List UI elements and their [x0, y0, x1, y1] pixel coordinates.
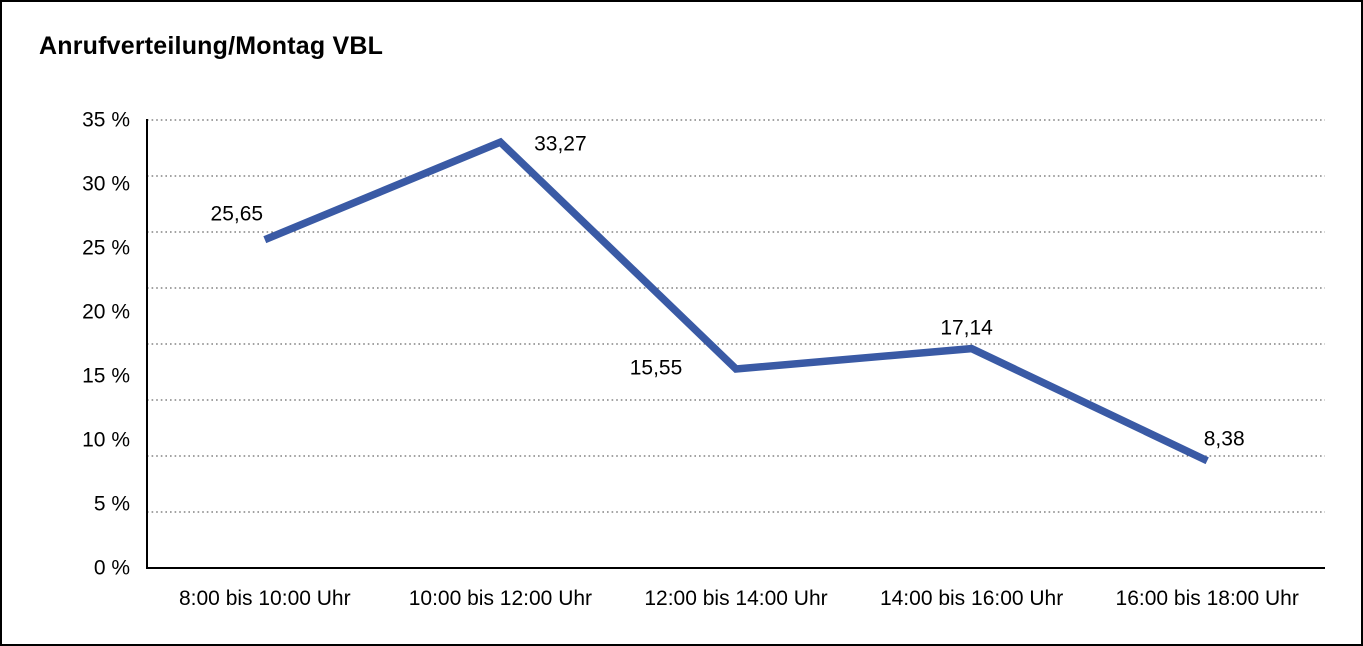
- x-category-label: 14:00 bis 16:00 Uhr: [879, 587, 1064, 610]
- data-value-label: 33,27: [534, 132, 587, 156]
- chart-title: Anrufverteilung/Montag VBL: [39, 32, 384, 60]
- y-tick-label: 0 %: [93, 556, 130, 580]
- x-category-label: 16:00 bis 18:00 Uhr: [1115, 587, 1299, 610]
- data-value-label: 25,65: [210, 202, 264, 226]
- x-category-label: 8:00 bis 10:00 Uhr: [178, 587, 351, 610]
- y-tick-label: 35 %: [82, 108, 130, 132]
- data-value-label: 17,14: [940, 316, 993, 340]
- data-series-line: [263, 137, 1209, 465]
- y-tick-label: 25 %: [82, 236, 130, 260]
- data-value-label: 15,55: [629, 356, 683, 380]
- data-value-label: 8,38: [1203, 427, 1245, 451]
- y-tick-label: 30 %: [82, 172, 130, 196]
- x-category-label: 12:00 bis 14:00 Uhr: [644, 587, 828, 610]
- y-tick-label: 5 %: [93, 492, 130, 516]
- y-tick-label: 15 %: [82, 364, 130, 388]
- y-tick-label: 10 %: [82, 428, 130, 452]
- y-tick-label: 20 %: [82, 300, 130, 324]
- x-category-label: 10:00 bis 12:00 Uhr: [408, 587, 593, 610]
